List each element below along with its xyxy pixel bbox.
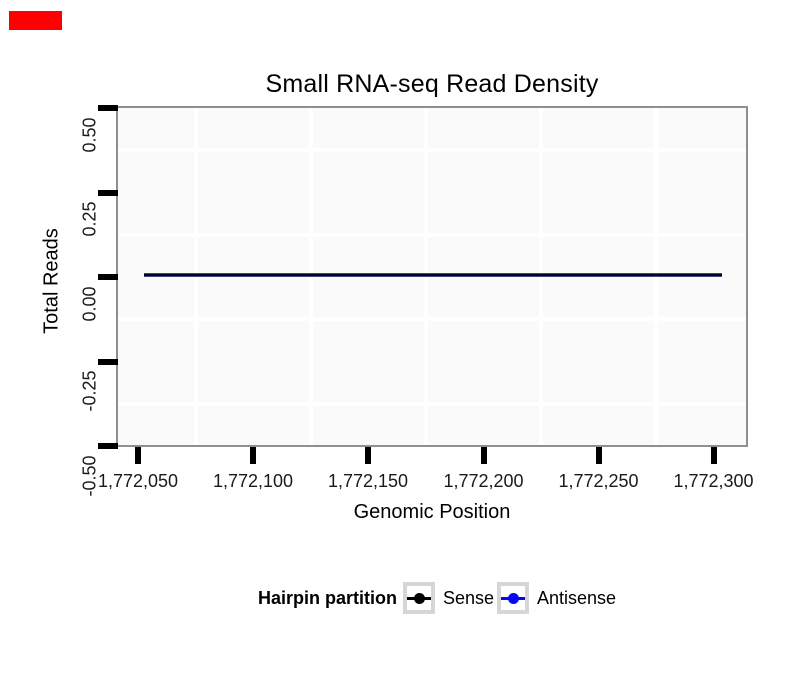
x-tick-mark xyxy=(480,447,487,464)
y-tick-mark xyxy=(98,274,118,280)
x-tick-mark xyxy=(135,447,141,464)
chart-title: Small RNA-seq Read Density xyxy=(265,70,599,98)
minor-gridline-horizontal xyxy=(118,148,746,152)
legend-label-sense: Sense xyxy=(443,588,495,608)
y-tick-label: 0.50 xyxy=(79,116,100,153)
sense-point-icon xyxy=(413,592,425,604)
y-tick-mark xyxy=(98,105,118,111)
read-density-line xyxy=(144,273,722,277)
antisense-point-icon xyxy=(507,592,519,604)
x-tick-mark xyxy=(250,447,256,464)
x-tick-label: 1,772,150 xyxy=(327,471,409,491)
y-tick-mark xyxy=(98,358,118,365)
x-tick-mark xyxy=(595,447,602,464)
x-tick-label: 1,772,300 xyxy=(673,471,754,491)
x-tick-label: 1,772,050 xyxy=(97,471,179,491)
y-tick-label: 0.00 xyxy=(79,285,100,322)
legend-label-antisense: Antisense xyxy=(537,588,617,608)
x-tick-label: 1,772,250 xyxy=(558,471,639,491)
x-tick-label: 1,772,100 xyxy=(212,471,294,491)
y-tick-label: 0.25 xyxy=(79,201,100,237)
y-tick-label: -0.25 xyxy=(79,370,100,412)
x-axis-title: Genomic Position xyxy=(353,501,511,523)
y-axis-title: Total Reads xyxy=(40,228,63,334)
legend-title: Hairpin partition xyxy=(258,588,397,608)
legend-key-sense xyxy=(403,582,435,614)
minor-gridline-horizontal xyxy=(118,232,746,237)
red-marker-box xyxy=(9,11,62,30)
x-tick-mark xyxy=(710,447,717,464)
minor-gridline-horizontal xyxy=(118,317,746,321)
x-tick-label: 1,772,200 xyxy=(443,471,524,491)
x-tick-mark xyxy=(365,447,371,464)
plot-panel xyxy=(116,106,748,447)
y-tick-mark xyxy=(98,189,118,196)
minor-gridline-horizontal xyxy=(118,401,746,406)
legend-key-antisense xyxy=(497,582,529,614)
y-tick-mark xyxy=(98,443,118,449)
